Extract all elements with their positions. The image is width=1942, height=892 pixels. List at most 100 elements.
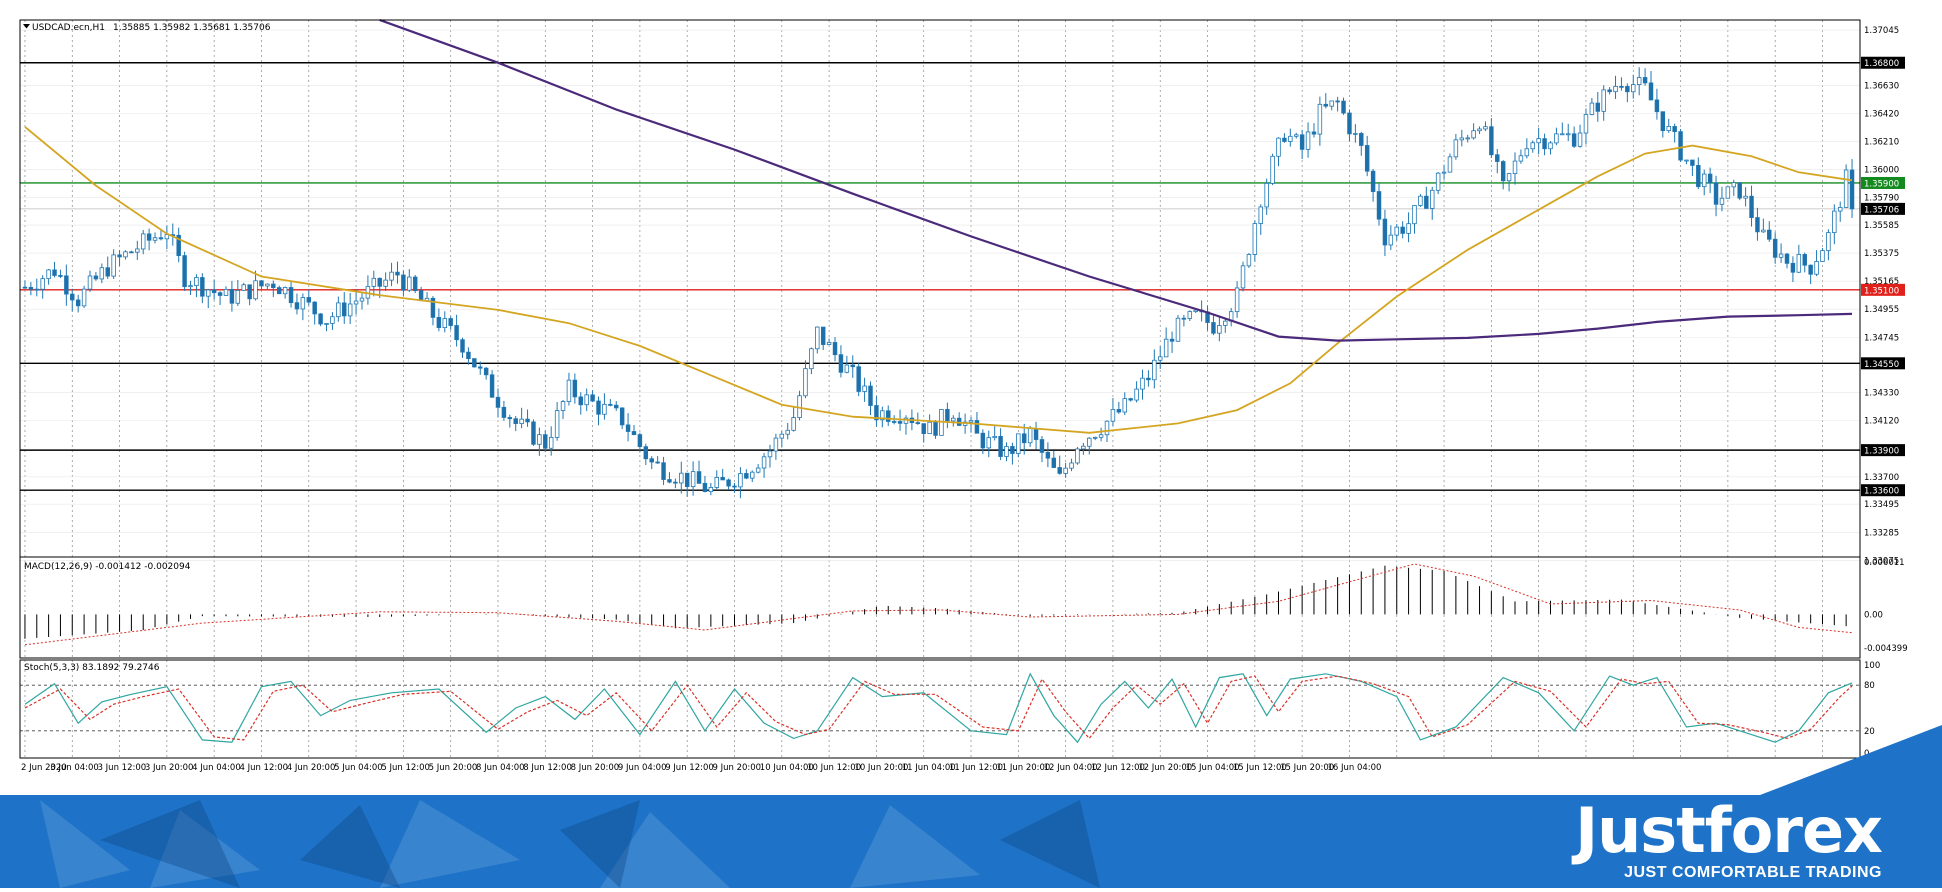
candle-down — [1672, 126, 1677, 133]
candle-down — [52, 269, 57, 276]
candle-down — [886, 410, 891, 422]
candle-up — [1666, 126, 1671, 132]
candle-up — [1187, 311, 1193, 319]
candle-down — [489, 374, 495, 398]
candle-up — [844, 364, 850, 373]
macd-tick-label: -0.004399 — [1864, 644, 1908, 654]
candle-down — [200, 277, 205, 297]
candle-down — [525, 418, 530, 423]
candle-down — [342, 302, 347, 317]
candle-down — [64, 275, 69, 295]
candle-up — [324, 323, 329, 325]
collapse-arrow-icon[interactable] — [23, 24, 30, 29]
candle-down — [259, 280, 264, 287]
y-tick-label: 1.35790 — [1864, 194, 1899, 204]
banner-shape — [150, 810, 260, 888]
candle-up — [1158, 356, 1163, 361]
candle-down — [1039, 439, 1045, 453]
candle-down — [1678, 131, 1683, 161]
x-tick-label: 15 Jun 20:00 — [1280, 763, 1334, 773]
y-tick-label: 1.33285 — [1864, 528, 1899, 538]
candle-down — [1790, 262, 1796, 273]
candle-up — [826, 342, 832, 345]
candle-up — [206, 289, 211, 297]
candle-up — [152, 237, 158, 241]
horizontal-levels — [20, 62, 1860, 491]
y-tick-label: 1.33700 — [1864, 473, 1899, 483]
candle-up — [1761, 229, 1766, 233]
candle-up — [566, 379, 572, 402]
candle-down — [1299, 134, 1305, 150]
candle-down — [945, 409, 950, 422]
candle-down — [1211, 322, 1216, 334]
x-tick-label: 8 Jun 20:00 — [571, 763, 620, 773]
candle-down — [448, 318, 453, 326]
candle-up — [1613, 85, 1618, 93]
candle-down — [614, 404, 619, 409]
candle-down — [897, 421, 903, 424]
banner-band — [0, 795, 1942, 888]
x-tick-label: 9 Jun 20:00 — [713, 763, 762, 773]
candle-up — [1288, 135, 1293, 142]
candle-up — [803, 368, 808, 397]
candle-down — [1489, 126, 1494, 156]
candle-down — [578, 396, 584, 406]
candle-up — [1843, 169, 1849, 208]
candle-down — [1146, 377, 1151, 381]
candle-down — [1595, 102, 1601, 112]
candle-down — [1169, 338, 1175, 342]
y-tick-label: 1.36630 — [1864, 81, 1899, 91]
candle-up — [1601, 89, 1606, 112]
candle-down — [1772, 238, 1778, 258]
candle-up — [1631, 84, 1636, 93]
y-tick-label: 1.35375 — [1864, 249, 1899, 259]
candle-down — [1808, 264, 1813, 275]
candle-down — [1045, 451, 1051, 459]
candle-down — [572, 379, 578, 398]
candle-down — [1282, 137, 1287, 142]
x-tick-label: 12 Jun 04:00 — [1044, 763, 1098, 773]
candle-up — [407, 276, 412, 291]
candle-up — [81, 288, 87, 307]
banner-shape — [1000, 800, 1100, 888]
x-tick-label: 8 Jun 04:00 — [476, 763, 525, 773]
candle-up — [1075, 448, 1080, 464]
candle-up — [87, 275, 93, 290]
candle-up — [1814, 261, 1819, 275]
candle-up — [1152, 359, 1157, 381]
candle-down — [1347, 112, 1352, 135]
candle-down — [28, 286, 34, 290]
candle-down — [176, 234, 181, 257]
candle-up — [560, 401, 566, 411]
candle-up — [265, 283, 270, 287]
macd-tick-label: 0.006011 — [1864, 558, 1905, 568]
candle-up — [353, 300, 359, 305]
x-tick-label: 10 Jun 20:00 — [854, 763, 908, 773]
candle-down — [998, 435, 1003, 457]
candle-down — [312, 301, 317, 315]
candle-up — [750, 471, 755, 479]
candle-down — [1364, 145, 1370, 172]
ma-slow-line — [379, 18, 1853, 342]
candle-down — [1181, 317, 1187, 320]
candle-down — [1311, 131, 1317, 135]
x-tick-label: 3 Jun 20:00 — [145, 763, 194, 773]
candle-up — [1778, 253, 1784, 258]
candle-up — [1246, 254, 1252, 267]
candle-down — [1749, 195, 1754, 218]
candle-up — [1583, 114, 1589, 134]
candle-down — [70, 293, 75, 301]
candle-up — [779, 433, 785, 439]
candle-up — [927, 421, 932, 434]
candle-up — [1317, 103, 1323, 135]
banner-shape — [380, 800, 520, 888]
stoch-main-line — [24, 672, 1853, 744]
brand-logo: Justforex JUST COMFORTABLE TRADING — [1575, 800, 1883, 882]
candle-down — [1400, 226, 1405, 234]
candle-down — [247, 284, 252, 300]
candle-up — [1731, 182, 1737, 188]
candle-down — [1424, 195, 1429, 209]
candle-up — [1554, 133, 1559, 144]
ma-fast-line — [24, 126, 1853, 434]
